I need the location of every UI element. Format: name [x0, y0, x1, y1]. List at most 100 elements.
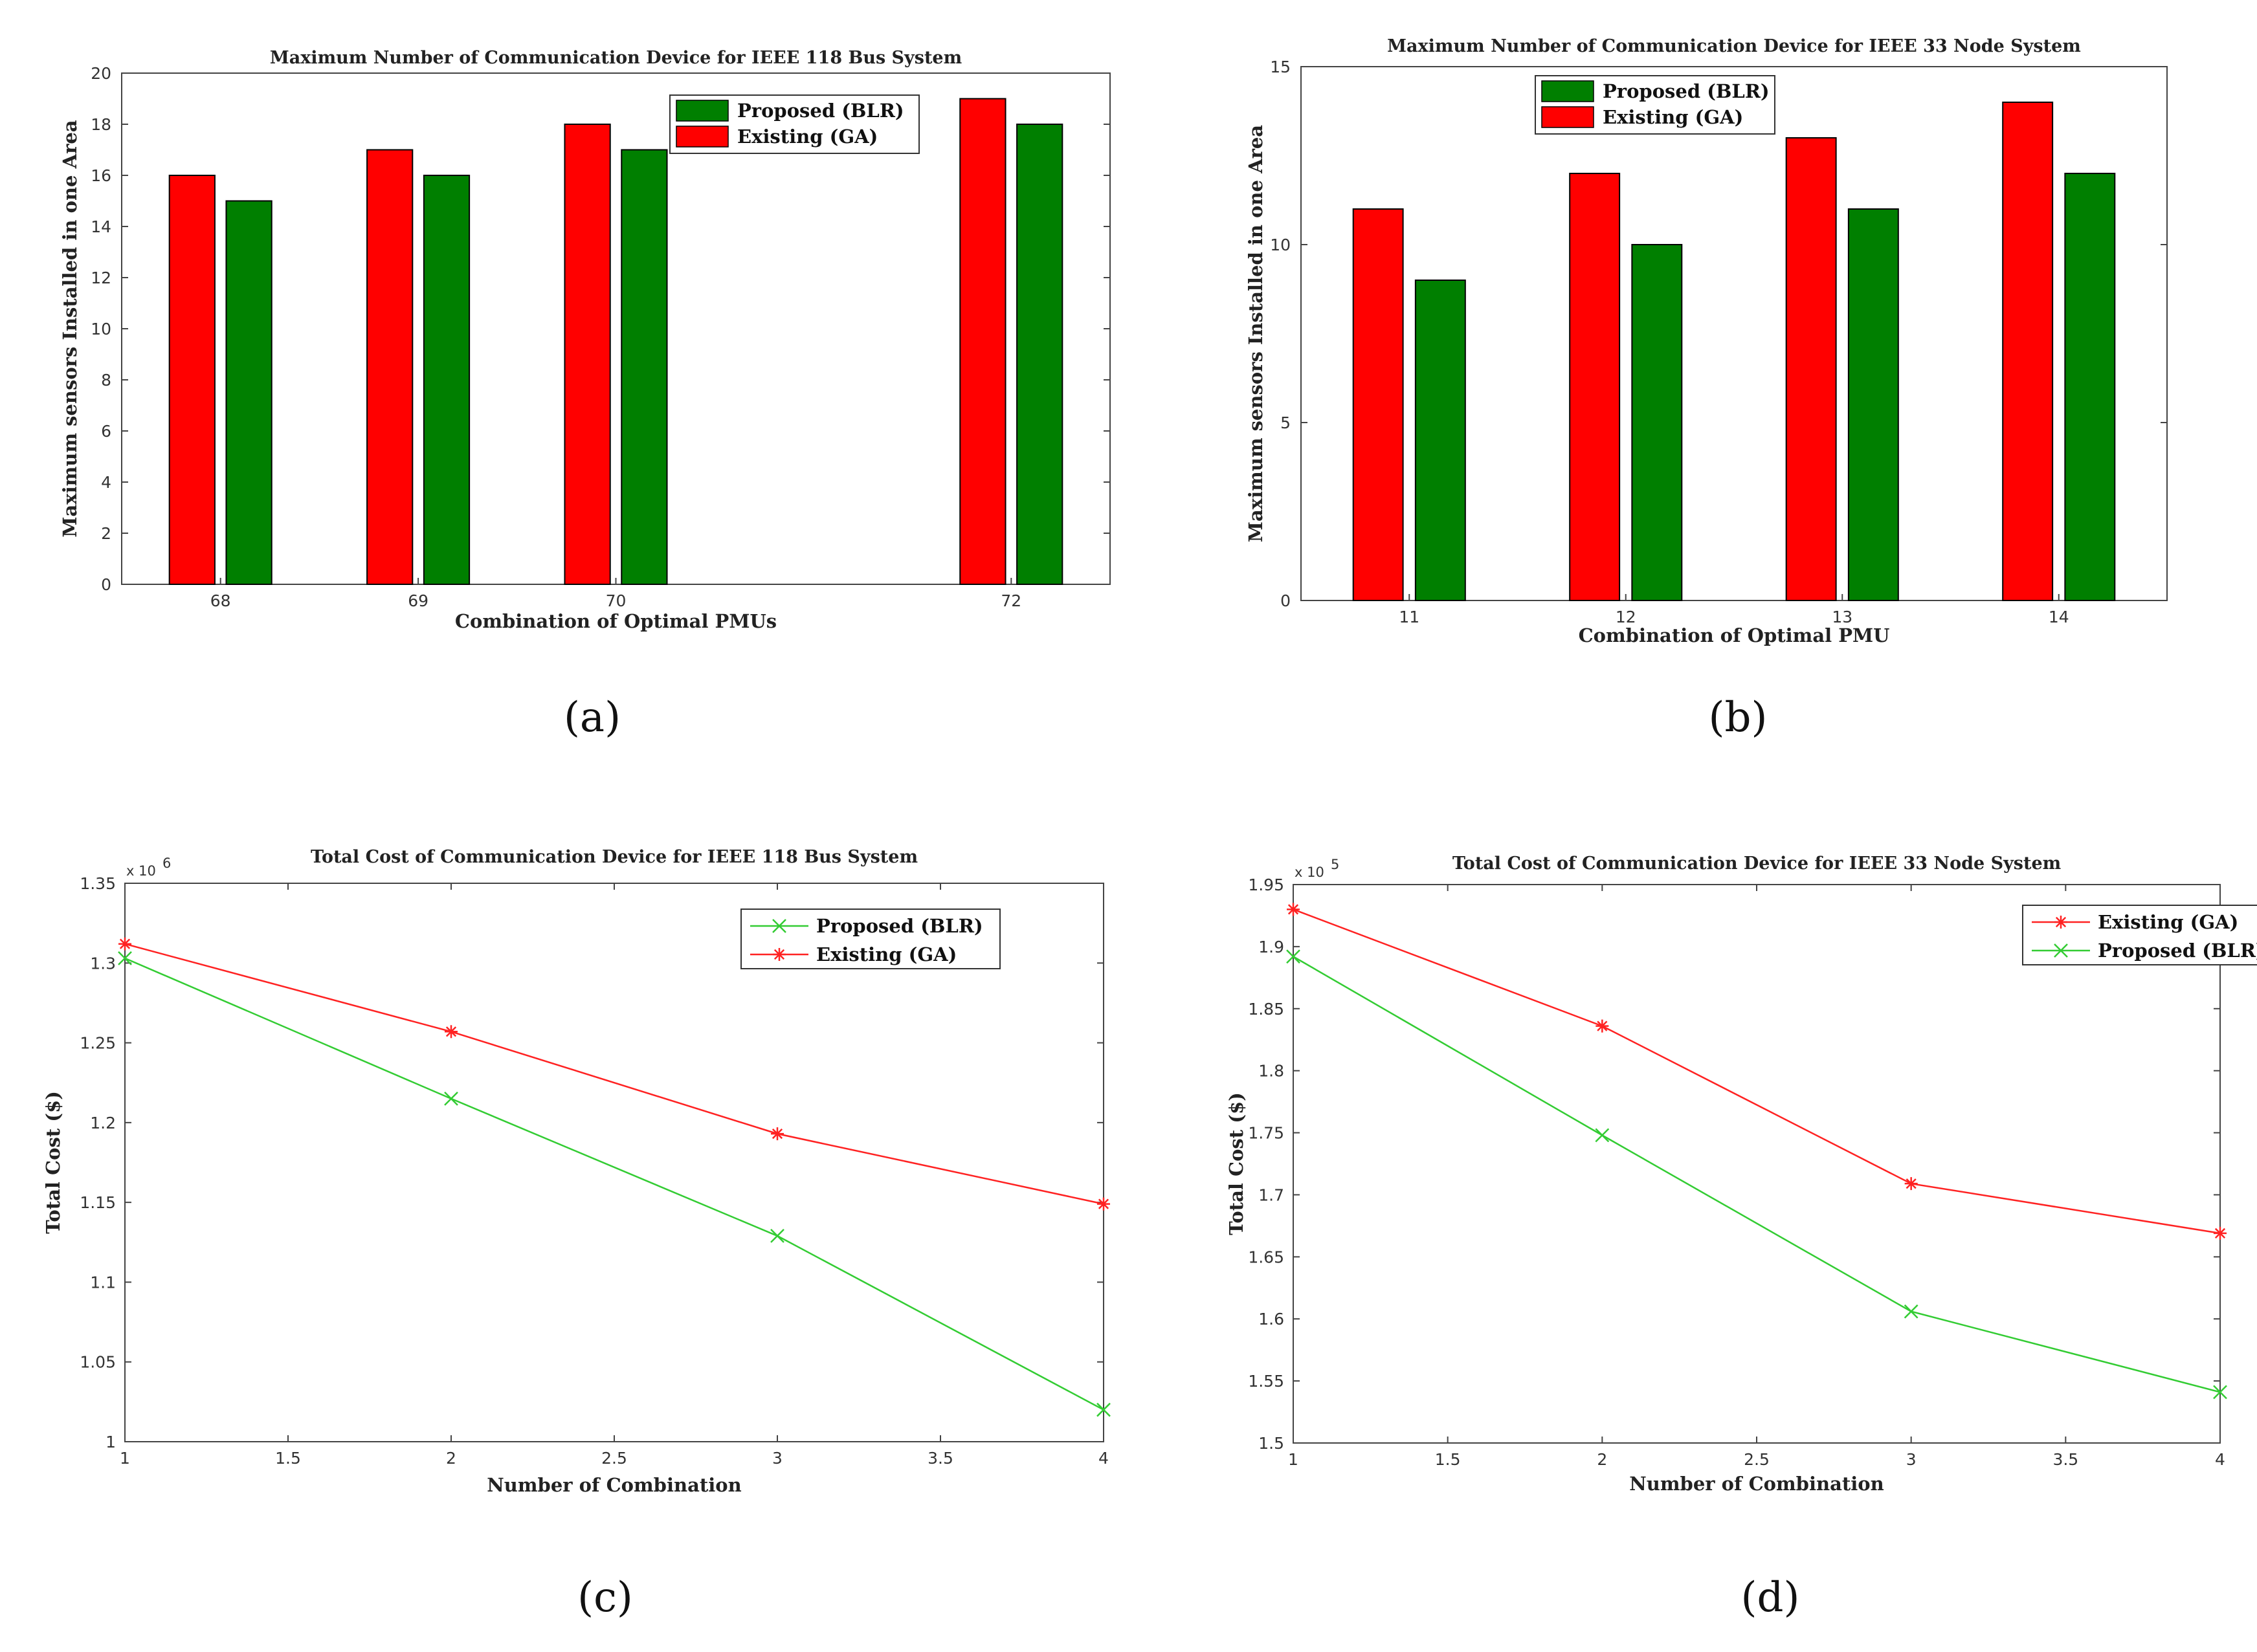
- x-tick-label: 2: [1597, 1450, 1607, 1469]
- y-tick-label: 10: [91, 320, 111, 338]
- y-tick-label: 1: [106, 1433, 116, 1451]
- point-marker-star: [2054, 916, 2067, 929]
- y-tick-label: 10: [1270, 236, 1291, 254]
- plot-frame: [1300, 66, 2168, 601]
- y-tick-label: 16: [91, 166, 111, 185]
- bar-proposed-blr: [621, 149, 668, 585]
- chart-title: Maximum Number of Communication Device f…: [270, 48, 962, 68]
- x-tick-label: 11: [1399, 608, 1419, 626]
- legend-label: Proposed (BLR): [816, 915, 983, 937]
- y-tick-label: 0: [101, 575, 111, 594]
- legend-swatch: [676, 100, 729, 122]
- y-tick-label: 1.2: [90, 1114, 116, 1132]
- x-tick-label: 12: [1616, 608, 1636, 626]
- legend-swatch: [1541, 80, 1594, 102]
- y-tick-label: 1.85: [1248, 1000, 1284, 1019]
- point-marker-x: [1904, 1304, 1918, 1319]
- point-marker-x: [1286, 949, 1300, 964]
- legend-label: Proposed (BLR): [737, 100, 904, 122]
- bar-existing-ga: [1785, 137, 1837, 601]
- legend-label: Proposed (BLR): [2098, 940, 2257, 962]
- x-tick-label: 72: [1001, 591, 1021, 610]
- bar-proposed-blr: [1414, 280, 1466, 601]
- point-marker-star: [773, 948, 786, 961]
- bar-existing-ga: [564, 124, 611, 585]
- point-marker-star: [118, 937, 131, 951]
- x-axis-label: Combination of Optimal PMUs: [455, 610, 777, 632]
- bar-existing-ga: [168, 175, 216, 585]
- bar-existing-ga: [959, 98, 1006, 585]
- x-axis-label: Number of Combination: [487, 1474, 741, 1496]
- x-tick-label: 3: [772, 1449, 783, 1468]
- point-marker-star: [771, 1127, 784, 1141]
- x-axis-label: Combination of Optimal PMU: [1579, 624, 1890, 646]
- panel-caption: (d): [1741, 1574, 1800, 1622]
- y-tick-label: 20: [91, 64, 111, 83]
- y-tick-label: 1.05: [80, 1353, 116, 1372]
- y-tick-label: 1.7: [1258, 1185, 1284, 1204]
- chart-panel-a: Maximum Number of Communication Device f…: [59, 48, 1111, 742]
- y-tick-label: 5: [1280, 413, 1291, 432]
- x-tick-label: 14: [2049, 608, 2069, 626]
- y-tick-label: 1.35: [80, 874, 116, 893]
- y-tick-label: 4: [101, 473, 111, 492]
- y-tick-label: 18: [91, 115, 111, 134]
- x-tick-label: 1: [1288, 1450, 1298, 1469]
- y-axis-label: Total Cost ($): [1225, 1092, 1247, 1235]
- axis-multiplier: x 10: [126, 863, 156, 879]
- series-line-proposed-blr: [124, 957, 1104, 1411]
- y-tick-label: 1.3: [90, 954, 116, 973]
- point-marker-x: [2213, 1385, 2227, 1400]
- y-tick-label: 1.75: [1248, 1124, 1284, 1143]
- bar-existing-ga: [1569, 173, 1621, 601]
- series-line-existing-ga: [1293, 909, 2221, 1235]
- legend-swatch: [1541, 106, 1594, 128]
- y-tick-label: 1.6: [1258, 1310, 1284, 1328]
- x-tick-label: 3.5: [2052, 1450, 2078, 1469]
- legend-box: [2022, 905, 2257, 965]
- series-line-proposed-blr: [1293, 956, 2221, 1393]
- y-tick-label: 0: [1280, 591, 1291, 610]
- chart-title: Total Cost of Communication Device for I…: [311, 847, 918, 867]
- bar-proposed-blr: [1847, 208, 1899, 601]
- panel-caption: (a): [564, 694, 621, 742]
- legend-label: Proposed (BLR): [1603, 80, 1770, 102]
- x-axis-label: Number of Combination: [1629, 1473, 1884, 1495]
- axis-multiplier-exponent: 6: [162, 855, 171, 871]
- x-tick-label: 68: [210, 591, 231, 610]
- y-tick-label: 1.8: [1258, 1062, 1284, 1081]
- point-marker-x: [444, 1091, 458, 1106]
- y-tick-label: 1.65: [1248, 1248, 1284, 1266]
- x-tick-label: 4: [1098, 1449, 1109, 1468]
- legend-label: Existing (GA): [2098, 911, 2238, 933]
- y-tick-label: 1.1: [90, 1273, 116, 1292]
- y-tick-label: 1.9: [1258, 938, 1284, 956]
- legend-label: Existing (GA): [1603, 106, 1743, 128]
- point-marker-star: [1287, 903, 1300, 916]
- x-tick-label: 4: [2215, 1450, 2225, 1469]
- x-tick-label: 1.5: [275, 1449, 301, 1468]
- legend-swatch: [676, 126, 729, 148]
- chart-title: Maximum Number of Communication Device f…: [1387, 36, 2081, 56]
- point-marker-star: [1595, 1019, 1609, 1033]
- x-tick-label: 2: [446, 1449, 456, 1468]
- point-marker-x: [1096, 1402, 1111, 1417]
- y-tick-label: 6: [101, 422, 111, 441]
- bar-proposed-blr: [1631, 244, 1683, 601]
- bar-existing-ga: [2002, 102, 2054, 601]
- axis-multiplier: x 10: [1295, 865, 1324, 880]
- chart-panel-b: Maximum Number of Communication Device f…: [1245, 36, 2168, 742]
- chart-title: Total Cost of Communication Device for I…: [1452, 854, 2061, 874]
- y-axis-label: Total Cost ($): [42, 1091, 64, 1234]
- point-marker-x: [2054, 943, 2068, 958]
- point-marker-x: [772, 919, 786, 933]
- x-tick-label: 2.5: [601, 1449, 627, 1468]
- point-marker-star: [1097, 1197, 1110, 1211]
- x-tick-label: 3.5: [928, 1449, 953, 1468]
- y-tick-label: 1.15: [80, 1193, 116, 1212]
- x-tick-label: 69: [408, 591, 428, 610]
- y-axis-label: Maximum sensors Installed in one Area: [1245, 125, 1267, 542]
- point-marker-star: [445, 1025, 458, 1039]
